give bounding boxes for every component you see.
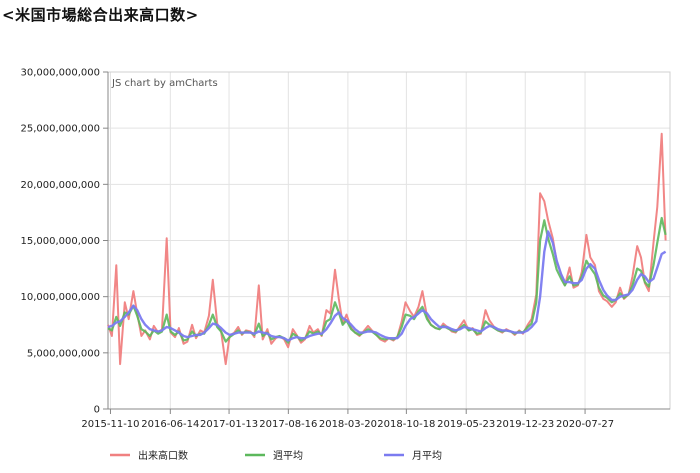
y-tick-label: 25,000,000,000 bbox=[20, 124, 100, 135]
chart-credit[interactable]: JS chart by amCharts bbox=[111, 78, 218, 89]
y-axis-ticks: 0 5,000,000,000 10,000,000,000 15,000,000,0… bbox=[20, 68, 108, 416]
legend-label: 出来高口数 bbox=[138, 449, 188, 462]
y-tick-label: 10,000,000,000 bbox=[20, 292, 100, 303]
series-monthly-average[interactable] bbox=[107, 230, 667, 342]
grid-lines bbox=[107, 71, 671, 410]
y-tick-label: 15,000,000,000 bbox=[20, 236, 100, 247]
series-lines bbox=[107, 132, 667, 366]
x-tick-label: 2018-10-18 bbox=[377, 419, 435, 430]
x-axis-ticks: 2015-11-10 2016-06-14 2017-01-13 2017-08-16… bbox=[81, 409, 614, 430]
legend-item-weekly[interactable]: 週平均 bbox=[245, 450, 303, 462]
x-tick-label: 2016-06-14 bbox=[141, 419, 199, 430]
y-tick-label: 30,000,000,000 bbox=[20, 68, 100, 79]
x-tick-label: 2020-07-27 bbox=[556, 419, 614, 430]
series-daily-volume[interactable] bbox=[107, 132, 667, 366]
x-tick-label: 2019-12-23 bbox=[496, 419, 554, 430]
legend-item-monthly[interactable]: 月平均 bbox=[384, 450, 442, 462]
x-tick-label: 2017-08-16 bbox=[259, 419, 317, 430]
page-title: <米国市場総合出来高口数> bbox=[2, 6, 199, 24]
legend[interactable]: 出来高口数 週平均 月平均 bbox=[110, 449, 442, 462]
x-tick-label: 2015-11-10 bbox=[81, 419, 139, 430]
x-tick-label: 2017-01-13 bbox=[200, 419, 258, 430]
x-tick-label: 2019-05-23 bbox=[437, 419, 495, 430]
x-tick-label: 2018-03-20 bbox=[319, 419, 377, 430]
y-tick-label: 0 bbox=[94, 405, 100, 416]
legend-item-daily[interactable]: 出来高口数 bbox=[110, 449, 188, 462]
y-tick-label: 20,000,000,000 bbox=[20, 180, 100, 191]
legend-label: 週平均 bbox=[273, 450, 303, 462]
y-tick-label: 5,000,000,000 bbox=[27, 348, 100, 359]
legend-label: 月平均 bbox=[412, 450, 442, 462]
